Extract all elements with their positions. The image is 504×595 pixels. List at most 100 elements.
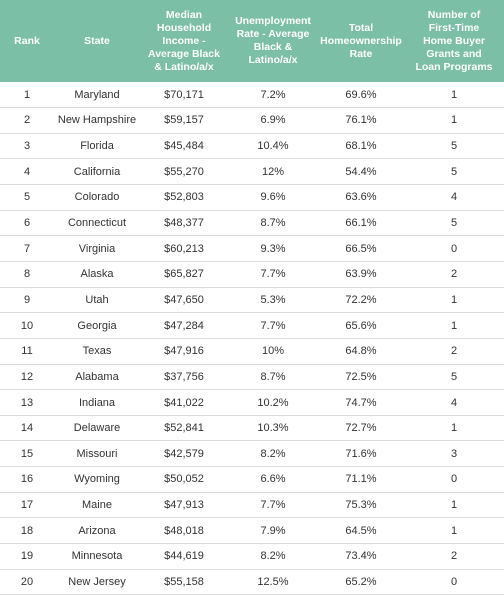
cell-homeownership-rate: 74.7% — [345, 396, 377, 409]
cell-homeownership-rate: 65.6% — [345, 319, 377, 332]
cell-homeownership-rate: 72.5% — [345, 370, 377, 383]
table-row: 11 Texas $47,916 10% 64.8% 2 — [0, 338, 504, 365]
cell-grant-programs: 0 — [450, 473, 458, 486]
header-rank: Rank — [14, 34, 40, 47]
cell-rank: 7 — [23, 242, 31, 255]
cell-rank: 17 — [20, 499, 34, 512]
cell-grant-programs: 5 — [450, 165, 458, 178]
cell-grant-programs: 0 — [450, 242, 458, 255]
cell-grant-programs: 5 — [450, 370, 458, 383]
cell-rank: 6 — [23, 217, 31, 230]
cell-unemployment-rate: 10.3% — [257, 422, 289, 435]
cell-state: Georgia — [77, 319, 117, 332]
cell-homeownership-rate: 72.7% — [345, 422, 377, 435]
cell-unemployment-rate: 8.2% — [260, 447, 286, 460]
cell-median-income: $48,018 — [164, 524, 204, 537]
cell-rank: 13 — [20, 396, 34, 409]
table-row: 4 California $55,270 12% 54.4% 5 — [0, 159, 504, 185]
table-row: 8 Alaska $65,827 7.7% 63.9% 2 — [0, 261, 504, 288]
table-row: 10 Georgia $47,284 7.7% 65.6% 1 — [0, 313, 504, 339]
table-row: 2 New Hampshire $59,157 6.9% 76.1% 1 — [0, 108, 504, 134]
cell-state: Florida — [80, 140, 114, 153]
cell-homeownership-rate: 54.4% — [345, 165, 377, 178]
cell-grant-programs: 5 — [450, 140, 458, 153]
cell-unemployment-rate: 6.9% — [260, 114, 286, 127]
table-row: 20 New Jersey $55,158 12.5% 65.2% 0 — [0, 569, 504, 595]
cell-homeownership-rate: 69.6% — [345, 88, 377, 101]
cell-grant-programs: 1 — [450, 88, 458, 101]
cell-median-income: $47,284 — [164, 319, 204, 332]
cell-median-income: $65,827 — [164, 268, 204, 281]
cell-median-income: $37,756 — [164, 370, 204, 383]
cell-homeownership-rate: 64.8% — [345, 345, 377, 358]
cell-unemployment-rate: 5.3% — [260, 293, 286, 306]
cell-rank: 10 — [20, 319, 34, 332]
table-row: 15 Missouri $42,579 8.2% 71.6% 3 — [0, 441, 504, 467]
cell-median-income: $47,916 — [164, 345, 204, 358]
cell-unemployment-rate: 8.7% — [260, 370, 286, 383]
cell-median-income: $70,171 — [164, 88, 204, 101]
table-row: 5 Colorado $52,803 9.6% 63.6% 4 — [0, 185, 504, 211]
cell-homeownership-rate: 76.1% — [345, 114, 377, 127]
cell-state: Wyoming — [74, 473, 120, 486]
table-row: 7 Virginia $60,213 9.3% 66.5% 0 — [0, 236, 504, 262]
cell-state: Alaska — [80, 268, 114, 281]
cell-rank: 11 — [21, 345, 33, 358]
cell-median-income: $41,022 — [164, 396, 204, 409]
cell-state: Delaware — [73, 422, 121, 435]
cell-grant-programs: 5 — [450, 217, 458, 230]
cell-median-income: $50,052 — [164, 473, 204, 486]
cell-unemployment-rate: 12.5% — [257, 575, 289, 588]
cell-rank: 1 — [23, 88, 31, 101]
cell-state: Indiana — [78, 396, 116, 409]
cell-homeownership-rate: 65.2% — [345, 575, 377, 588]
cell-median-income: $52,803 — [164, 191, 204, 204]
cell-unemployment-rate: 10.2% — [257, 396, 289, 409]
cell-homeownership-rate: 73.4% — [345, 550, 377, 563]
cell-unemployment-rate: 10% — [261, 345, 285, 358]
table-row: 3 Florida $45,484 10.4% 68.1% 5 — [0, 133, 504, 159]
cell-median-income: $44,619 — [164, 550, 204, 563]
cell-median-income: $47,913 — [164, 499, 204, 512]
cell-state: Minnesota — [71, 550, 123, 563]
cell-grant-programs: 1 — [450, 114, 458, 127]
cell-unemployment-rate: 8.7% — [260, 217, 286, 230]
cell-state: Alabama — [75, 370, 119, 383]
cell-rank: 2 — [23, 114, 31, 127]
cell-homeownership-rate: 71.6% — [345, 447, 377, 460]
table-header: Rank State Median Household Income - Ave… — [0, 0, 504, 82]
cell-homeownership-rate: 66.5% — [345, 242, 377, 255]
cell-state: Maryland — [74, 88, 120, 101]
cell-grant-programs: 2 — [450, 550, 458, 563]
header-median-income: Median Household Income - Average Black … — [148, 8, 220, 73]
cell-state: Utah — [85, 293, 109, 306]
cell-grant-programs: 4 — [450, 396, 458, 409]
cell-unemployment-rate: 9.6% — [260, 191, 286, 204]
cell-unemployment-rate: 7.7% — [260, 268, 286, 281]
cell-grant-programs: 1 — [450, 422, 458, 435]
cell-state: Missouri — [76, 447, 118, 460]
cell-median-income: $42,579 — [164, 447, 204, 460]
cell-grant-programs: 2 — [450, 345, 458, 358]
table-row: 12 Alabama $37,756 8.7% 72.5% 5 — [0, 364, 504, 390]
table-row: 19 Minnesota $44,619 8.2% 73.4% 2 — [0, 544, 504, 570]
cell-grant-programs: 1 — [450, 499, 458, 512]
cell-rank: 12 — [20, 370, 34, 383]
table-row: 14 Delaware $52,841 10.3% 72.7% 1 — [0, 415, 504, 441]
cell-state: Colorado — [74, 191, 120, 204]
cell-homeownership-rate: 63.9% — [345, 268, 377, 281]
cell-unemployment-rate: 10.4% — [257, 140, 289, 153]
cell-state: New Jersey — [68, 575, 126, 588]
cell-homeownership-rate: 72.2% — [345, 293, 377, 306]
cell-rank: 3 — [23, 140, 31, 153]
cell-grant-programs: 1 — [450, 319, 458, 332]
cell-median-income: $55,158 — [164, 575, 204, 588]
cell-median-income: $59,157 — [164, 114, 204, 127]
cell-median-income: $55,270 — [164, 165, 204, 178]
cell-homeownership-rate: 64.5% — [345, 524, 377, 537]
cell-state: Arizona — [78, 524, 116, 537]
cell-grant-programs: 1 — [450, 293, 458, 306]
cell-homeownership-rate: 63.6% — [345, 191, 377, 204]
cell-median-income: $47,650 — [164, 293, 204, 306]
cell-rank: 16 — [20, 473, 34, 486]
